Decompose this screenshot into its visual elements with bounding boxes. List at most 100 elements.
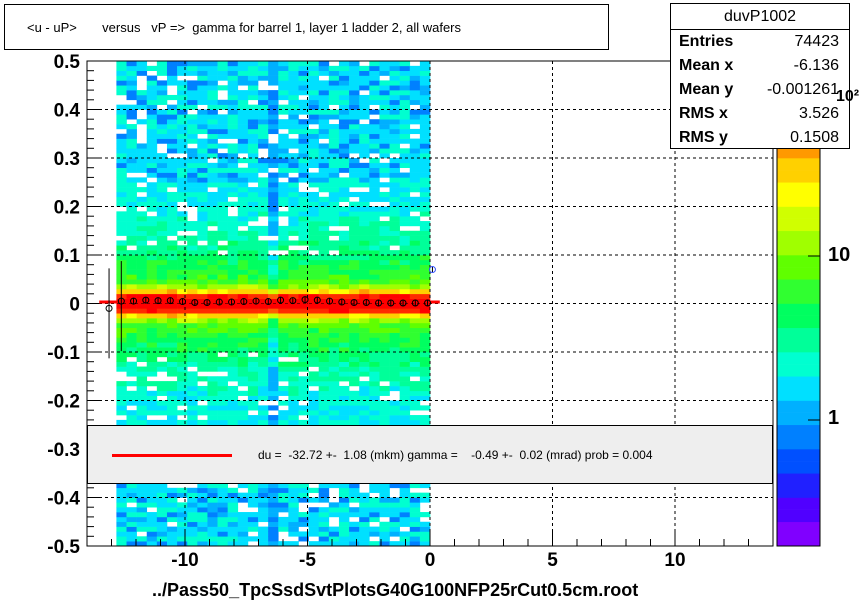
heatmap-cell — [308, 526, 320, 532]
heatmap-cell — [359, 492, 370, 498]
heatmap-cell — [166, 114, 178, 120]
heatmap-cell — [318, 390, 330, 396]
heatmap-cell — [278, 526, 289, 532]
heatmap-cell — [126, 352, 137, 358]
heatmap-cell — [268, 191, 279, 198]
heatmap-cell — [399, 235, 411, 241]
heatmap-cell — [318, 196, 330, 202]
heatmap-cell — [379, 143, 390, 149]
heatmap-cell — [328, 182, 340, 188]
heatmap-cell — [166, 172, 178, 178]
heatmap-cell — [338, 221, 350, 227]
heatmap-cell — [237, 371, 249, 377]
heatmap-cell — [207, 293, 218, 299]
heatmap-cell — [328, 385, 340, 392]
heatmap-cell — [136, 162, 148, 168]
heatmap-cell — [187, 99, 198, 105]
heatmap-cell — [409, 308, 421, 314]
heatmap-cell — [288, 288, 299, 295]
heatmap-cell — [389, 187, 400, 193]
heatmap-cell — [379, 250, 390, 256]
heatmap-cell — [278, 65, 289, 71]
heatmap-cell — [298, 512, 309, 518]
heatmap-cell — [349, 230, 360, 236]
heatmap-cell — [126, 303, 137, 309]
heatmap-cell — [227, 255, 239, 261]
heatmap-cell — [247, 487, 259, 493]
heatmap-cell — [409, 148, 421, 154]
heatmap-cell — [369, 230, 380, 236]
heatmap-cell — [156, 521, 168, 527]
heatmap-cell — [359, 240, 370, 246]
heatmap-cell — [389, 482, 400, 489]
heatmap-cell — [419, 94, 431, 101]
heatmap-cell — [237, 245, 249, 251]
heatmap-cell — [419, 250, 431, 256]
heatmap-cell — [359, 269, 370, 275]
heatmap-cell — [197, 148, 208, 154]
heatmap-cell — [389, 94, 400, 101]
heatmap-cell — [338, 196, 350, 202]
heatmap-cell — [268, 269, 279, 275]
heatmap-cell — [268, 65, 279, 71]
heatmap-cell — [217, 216, 228, 222]
heatmap-cell — [359, 162, 370, 168]
heatmap-cell — [207, 109, 218, 115]
heatmap-cell — [419, 148, 431, 154]
heatmap-cell — [187, 516, 198, 523]
heatmap-cell — [136, 507, 148, 513]
heatmap-cell — [389, 191, 400, 198]
heatmap-cell — [328, 75, 340, 81]
heatmap-cell — [227, 153, 239, 159]
heatmap-cell — [349, 264, 360, 270]
heatmap-cell — [187, 512, 198, 518]
heatmap-cell — [258, 274, 269, 280]
heatmap-cell — [258, 502, 269, 508]
heatmap-cell — [389, 99, 400, 105]
heatmap-cell — [197, 153, 208, 159]
heatmap-cell — [258, 497, 269, 503]
heatmap-cell — [247, 250, 259, 256]
heatmap-cell — [318, 410, 330, 416]
heatmap-cell — [318, 216, 330, 222]
heatmap-cell — [318, 148, 330, 154]
y-tick-label: -0.1 — [47, 343, 80, 364]
heatmap-cell — [177, 99, 188, 105]
heatmap-cell — [268, 284, 279, 290]
heatmap-cell — [187, 158, 198, 164]
heatmap-cell — [359, 264, 370, 270]
heatmap-cell — [318, 259, 330, 265]
heatmap-cell — [126, 366, 137, 372]
heatmap-cell — [288, 415, 299, 421]
heatmap-cell — [308, 395, 320, 401]
heatmap-cell — [409, 259, 421, 265]
heatmap-cell — [389, 502, 400, 508]
heatmap-cell — [258, 250, 269, 256]
heatmap-cell — [409, 361, 421, 367]
heatmap-cell — [126, 371, 137, 377]
profile-point — [313, 296, 321, 304]
heatmap-cell — [399, 206, 411, 212]
heatmap-cell — [258, 128, 269, 135]
heatmap-cell — [399, 400, 411, 406]
heatmap-cell — [288, 80, 299, 86]
heatmap-cell — [187, 201, 198, 207]
heatmap-cell — [197, 128, 208, 135]
heatmap-cell — [409, 516, 421, 523]
heatmap-cell — [258, 94, 269, 101]
heatmap-cell — [288, 109, 299, 115]
heatmap-cell — [298, 259, 309, 265]
heatmap-cell — [227, 352, 239, 358]
heatmap-cell — [268, 182, 279, 188]
heatmap-cell — [409, 352, 421, 358]
heatmap-cell — [146, 347, 158, 353]
heatmap-cell — [247, 269, 259, 275]
heatmap-cell — [298, 318, 309, 324]
heatmap-cell — [217, 158, 228, 164]
heatmap-cell — [298, 366, 309, 372]
heatmap-cell — [156, 245, 168, 251]
heatmap-cell — [399, 507, 411, 513]
stat-value: -0.001261 — [766, 81, 839, 98]
heatmap-cell — [369, 507, 380, 513]
heatmap-cell — [298, 162, 309, 168]
